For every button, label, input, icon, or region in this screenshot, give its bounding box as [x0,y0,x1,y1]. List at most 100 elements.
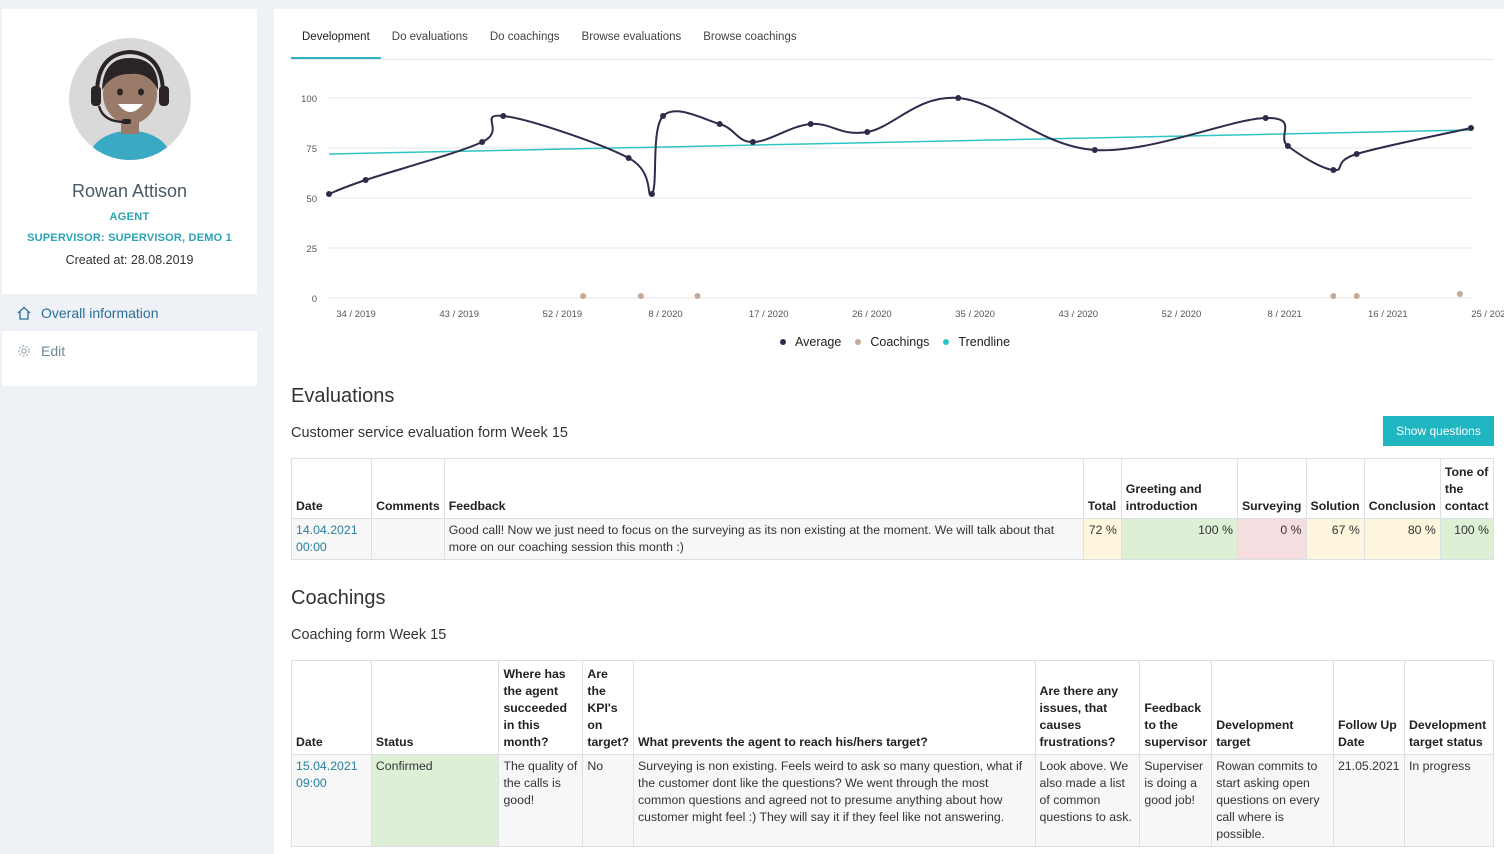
x-tick-label: 43 / 2019 [439,309,479,320]
x-tick-label: 8 / 2020 [648,309,682,320]
coaching-col-followup: Follow Up Date [1332,660,1405,755]
y-tick-label: 25 [306,244,317,255]
score-greeting: 100 % [1120,518,1238,560]
x-tick-label: 52 / 2020 [1162,309,1202,320]
tab-do-coachings[interactable]: Do coachings [489,31,560,43]
coaching-succeeded: The quality of the calls is good! [498,754,584,847]
gear-icon [15,342,33,360]
data-point-average [1468,125,1474,131]
legend-coachings[interactable]: Coachings [855,335,929,349]
score-solution: 67 % [1305,518,1365,560]
col-total: Total [1082,458,1122,519]
x-tick-label: 43 / 2020 [1058,309,1098,320]
series-line-average [328,96,1472,197]
evaluation-form-title: Customer service evaluation form Week 15 [291,425,568,441]
x-tick-label: 17 / 2020 [749,309,789,320]
main-panel: Development Do evaluations Do coachings … [274,9,1504,854]
x-tick-label: 8 / 2021 [1267,309,1301,320]
data-point-coaching [1456,291,1463,297]
tab-do-evaluations[interactable]: Do evaluations [391,31,468,43]
coaching-col-issues: Are there any issues, that causes frustr… [1034,660,1141,755]
x-tick-label: 26 / 2020 [852,309,892,320]
data-point-average [479,139,486,145]
coachings-table: Date Status Where has the agent succeede… [291,660,1495,847]
coaching-col-prevents: What prevents the agent to reach his/her… [633,660,1036,755]
profile-name: Rowan Attison [71,181,188,201]
profile-role: AGENT [109,211,150,223]
coaching-prevents: Surveying is non existing. Feels weird t… [633,754,1036,847]
data-point-average [648,191,655,197]
legend-average[interactable]: Average [780,335,841,349]
legend-coachings-label: Coachings [870,335,930,349]
col-tone: Tone of the contact [1439,458,1495,519]
coaching-issues: Look above. We also made a list of commo… [1034,754,1141,847]
coaching-col-kpi: Are the KPI's on target? [582,660,635,755]
coaching-col-feedback: Feedback to the supervisor [1139,660,1213,755]
y-tick-label: 100 [301,94,317,105]
col-greeting: Greeting and introduction [1120,458,1238,519]
data-point-average [362,177,369,183]
data-point-average [807,121,814,127]
evaluation-date-link[interactable]: 14.04.2021 00:00 [290,518,373,560]
tab-divider [291,59,1494,60]
x-tick-label: 25 / 2021 [1471,309,1504,320]
data-point-average [955,95,962,101]
tab-browse-coachings[interactable]: Browse coachings [703,31,797,43]
legend-trendline-marker [943,339,950,345]
tab-development[interactable]: Development [291,23,381,60]
legend-trendline[interactable]: Trendline [943,335,1010,349]
data-point-average [625,155,632,161]
data-point-average [1353,151,1360,157]
x-tick-label: 35 / 2020 [955,309,995,320]
coaching-status: Confirmed [370,754,500,847]
col-date: Date [290,458,373,519]
nav-overall-information[interactable]: Overall information [2,294,257,331]
coaching-col-succeeded: Where has the agent succeeded in this mo… [498,660,584,755]
nav-edit-label: Edit [41,342,66,359]
col-surveying: Surveying [1236,458,1307,519]
tab-browse-evaluations[interactable]: Browse evaluations [581,31,682,43]
coaching-col-status: Status [370,660,500,755]
data-point-average [716,121,723,127]
data-point-average [1262,115,1269,121]
evaluation-feedback: Good call! Now we just need to focus on … [443,518,1084,560]
coaching-target-status: In progress [1403,754,1495,847]
coaching-kpi: No [582,754,635,847]
data-point-coaching [694,293,701,299]
data-point-average [749,139,756,145]
x-tick-label: 34 / 2019 [336,309,376,320]
tab-bar: Development Do evaluations Do coachings … [291,23,808,60]
nav-edit[interactable]: Edit [2,332,257,369]
x-tick-label: 16 / 2021 [1368,309,1408,320]
evaluations-table: Date Comments Feedback Total Greeting an… [290,458,1495,560]
show-questions-button[interactable]: Show questions [1383,416,1494,446]
coaching-col-date: Date [291,660,372,755]
table-row: 15.04.2021 09:00 Confirmed The quality o… [291,754,1495,847]
chart-legend: Average Coachings Trendline [780,335,1010,349]
col-feedback: Feedback [443,458,1084,519]
data-point-average [500,113,507,119]
profile-sidebar: Rowan Attison AGENT SUPERVISOR: SUPERVIS… [2,9,257,386]
data-point-average [1330,167,1337,173]
development-chart: 0 25 50 75 100 34 / 2019 43 / 2019 52 / 2019 8 /… [301,94,1504,320]
y-tick-label: 50 [306,194,317,205]
data-point-coaching [1330,293,1337,299]
coaching-col-target: Development target [1211,660,1334,755]
data-point-average [326,191,332,197]
score-tone: 100 % [1439,518,1495,560]
series-line-trendline [328,129,1472,155]
legend-average-label: Average [795,335,842,349]
coaching-col-target-status: Development target status [1403,660,1495,755]
coaching-target: Rowan commits to start asking open quest… [1211,754,1334,847]
legend-trendline-label: Trendline [958,335,1011,349]
legend-coachings-marker [855,339,862,345]
score-conclusion: 80 % [1363,518,1441,560]
data-point-average [660,113,667,119]
y-tick-label: 0 [312,294,317,305]
col-comments: Comments [371,458,445,519]
coaching-followup: 21.05.2021 [1332,754,1405,847]
data-point-average [1284,143,1291,149]
coaching-date-link[interactable]: 15.04.2021 09:00 [291,754,372,847]
data-point-coaching [580,293,587,299]
profile-created-date: Created at: 28.08.2019 [65,253,194,267]
